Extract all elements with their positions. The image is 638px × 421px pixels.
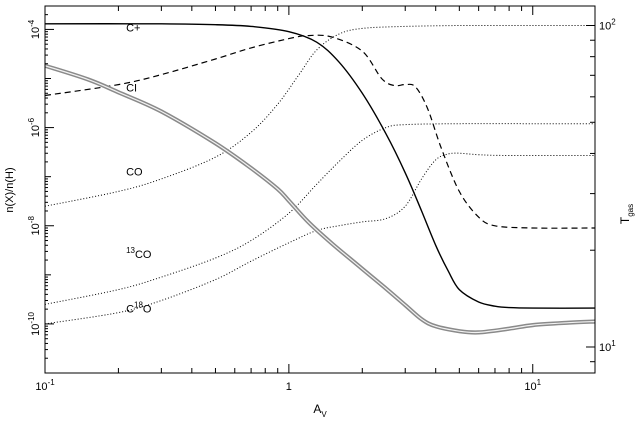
series-tgas-line-inner bbox=[45, 65, 595, 334]
series-c18o-line bbox=[45, 152, 595, 325]
series-label-c: C+ bbox=[126, 23, 140, 35]
series-c-line bbox=[45, 23, 595, 309]
series-layer bbox=[45, 23, 595, 335]
plot-frame bbox=[44, 5, 596, 374]
y-tick-label-3: 10-10 bbox=[27, 311, 42, 335]
y2-axis-label: Tgas bbox=[618, 204, 635, 224]
series-co-line bbox=[45, 24, 595, 207]
series-tgas-line bbox=[45, 63, 595, 335]
x-axis-label: AV bbox=[313, 402, 327, 419]
series-label-c18o: C18O bbox=[126, 301, 152, 316]
x-tick-label-1: 1 bbox=[286, 381, 292, 393]
y-axis-label: n(X)/n(H) bbox=[4, 167, 16, 212]
x-tick-label-2: 101 bbox=[524, 378, 541, 393]
y-tick-label-0: 10-4 bbox=[27, 19, 42, 39]
y2-tick-label-1: 101 bbox=[599, 339, 616, 354]
tick-layer: 10-1 1 101 10-4 10-6 10-8 10-10 102 101 bbox=[27, 6, 616, 393]
series-label-ci: CI bbox=[126, 83, 137, 95]
y2-tick-label-0: 102 bbox=[599, 18, 616, 33]
y-tick-label-2: 10-8 bbox=[27, 216, 42, 236]
series-label-layer: C+ CI CO 13CO C18O bbox=[126, 23, 152, 316]
series-tgas-line-outer bbox=[45, 63, 595, 335]
series-label-co: CO bbox=[126, 167, 143, 179]
series-ci-line bbox=[45, 34, 595, 229]
series-13co-line bbox=[45, 123, 595, 305]
x-tick-label-0: 10-1 bbox=[35, 378, 55, 393]
y-tick-label-1: 10-6 bbox=[27, 117, 42, 137]
series-label-13co: 13CO bbox=[126, 246, 152, 261]
